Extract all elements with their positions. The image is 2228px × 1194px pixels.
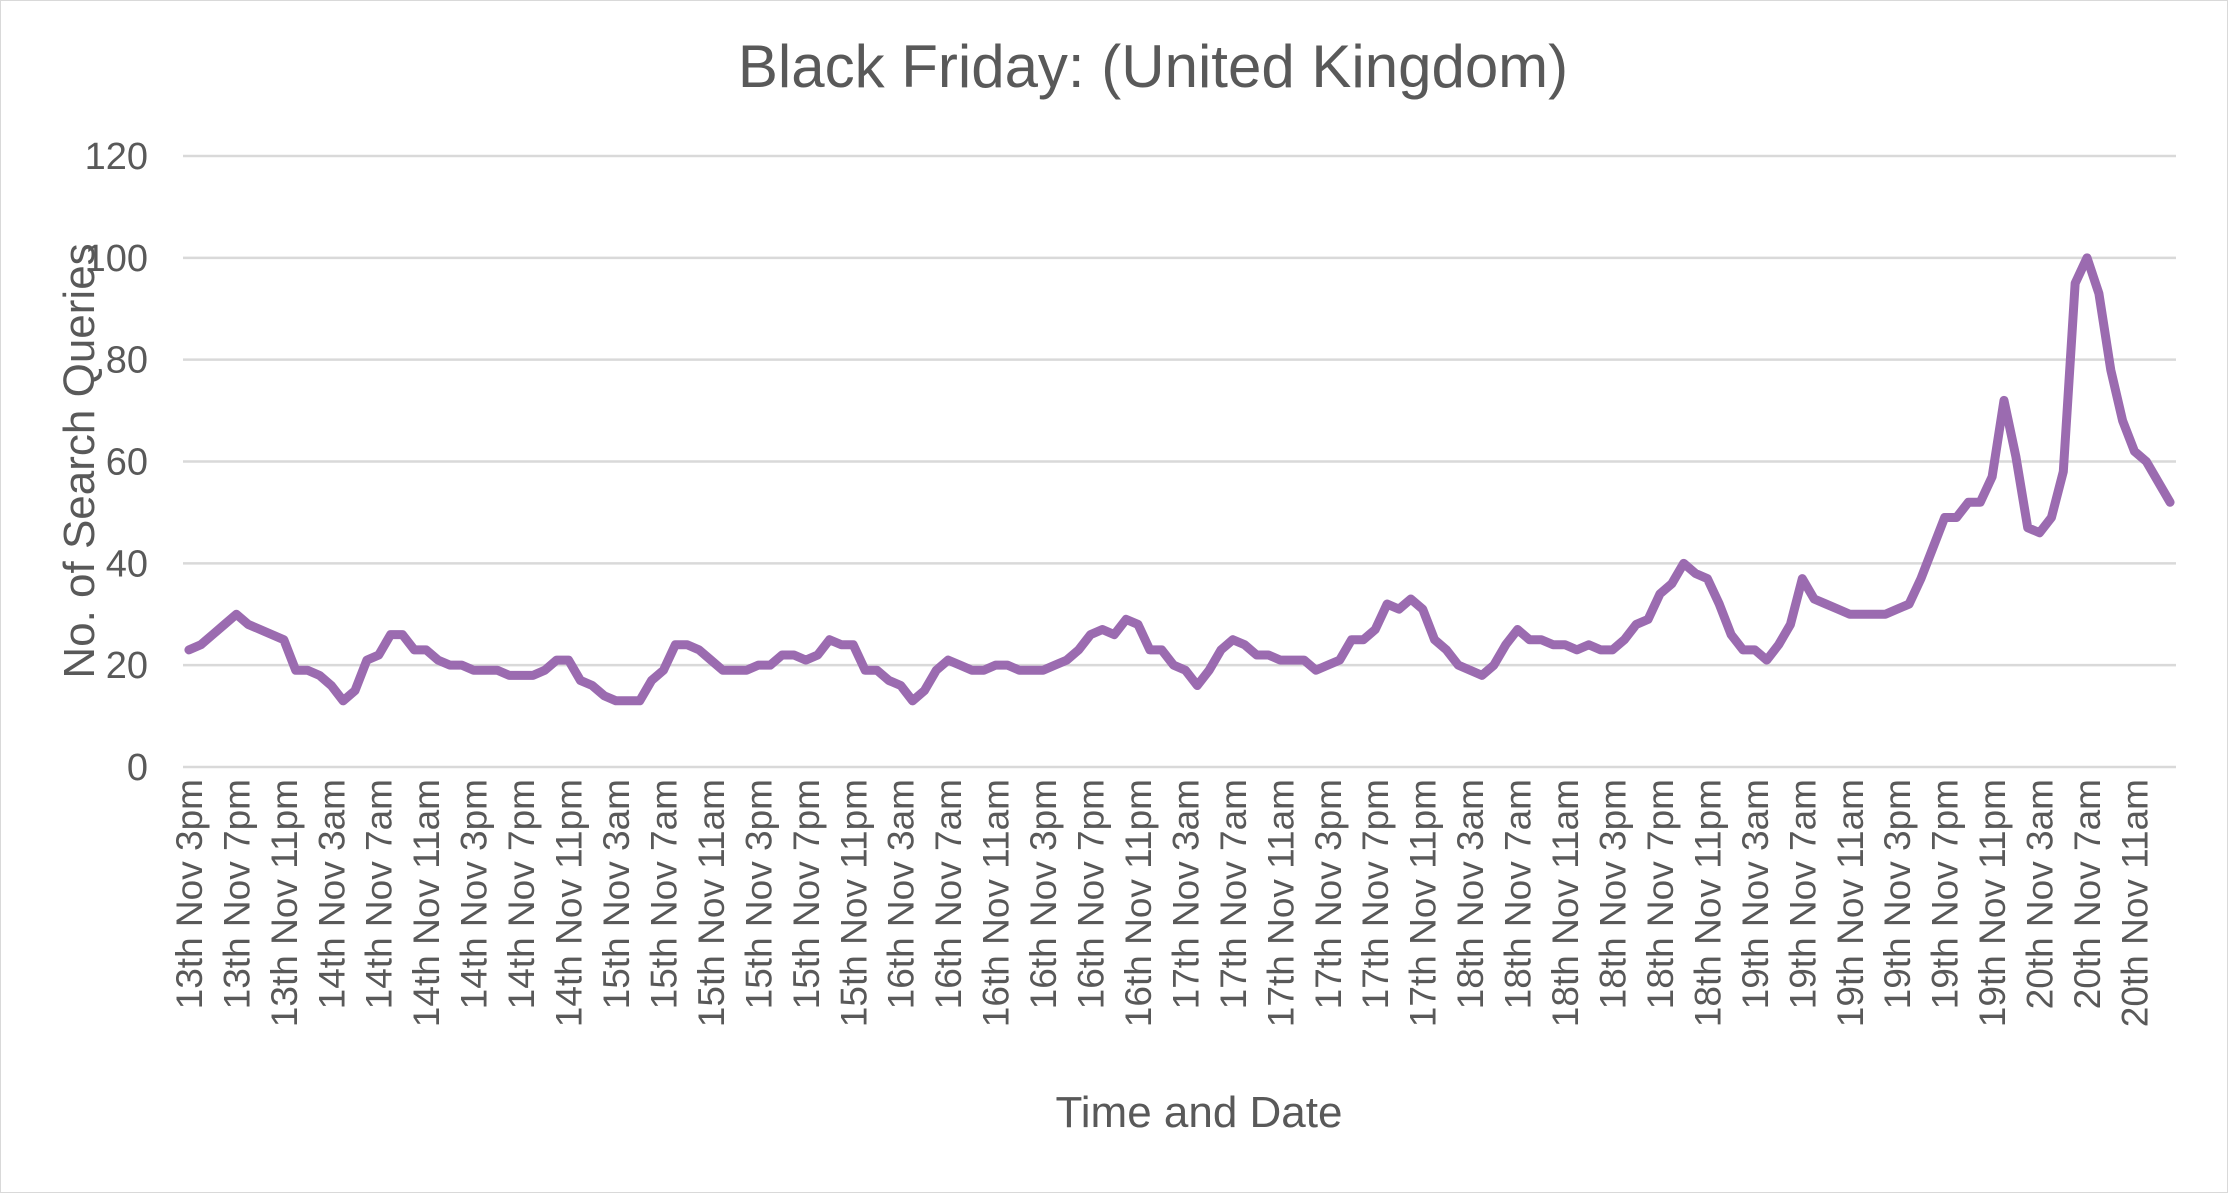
x-tick-label: 19th Nov 3pm: [1877, 779, 1918, 1009]
x-tick-label: 14th Nov 3pm: [454, 779, 495, 1009]
y-tick-label: 0: [127, 747, 148, 789]
x-tick-label: 14th Nov 7am: [359, 779, 400, 1009]
x-tick-label: 18th Nov 11pm: [1687, 779, 1728, 1027]
x-tick-label: 18th Nov 3pm: [1593, 779, 1634, 1009]
x-tick-label: 14th Nov 3am: [311, 779, 352, 1009]
x-tick-label: 17th Nov 11am: [1260, 779, 1301, 1027]
x-tick-label: 19th Nov 7pm: [1925, 779, 1966, 1009]
x-tick-label: 15th Nov 11am: [691, 779, 732, 1027]
x-tick-label: 13th Nov 11pm: [264, 779, 305, 1027]
x-tick-label: 19th Nov 11pm: [1972, 779, 2013, 1027]
x-tick-label: 20th Nov 3am: [2020, 779, 2061, 1009]
y-tick-label: 40: [106, 543, 148, 585]
gridlines: [183, 154, 2176, 769]
x-tick-label: 20th Nov 11am: [2115, 779, 2156, 1027]
x-tick-label: 20th Nov 7am: [2067, 779, 2108, 1009]
x-tick-label: 16th Nov 3pm: [1023, 779, 1064, 1009]
x-tick-label: 16th Nov 7am: [928, 779, 969, 1009]
y-tick-label: 60: [106, 442, 148, 484]
y-axis-title: No. of Search Queries: [55, 243, 104, 678]
x-tick-label: 15th Nov 3pm: [738, 779, 779, 1009]
y-tick-label: 100: [85, 238, 148, 280]
x-tick-label: 14th Nov 7pm: [501, 779, 542, 1009]
x-tick-label: 19th Nov 11am: [1830, 779, 1871, 1027]
x-tick-label: 13th Nov 3pm: [169, 779, 210, 1009]
series-line: [184, 253, 2175, 706]
y-tick-label: 80: [106, 340, 148, 382]
y-tick-label: 20: [106, 645, 148, 687]
x-tick-label: 13th Nov 7pm: [216, 779, 257, 1009]
x-tick-label: 16th Nov 7pm: [1071, 779, 1112, 1009]
x-tick-label: 14th Nov 11pm: [549, 779, 590, 1027]
x-tick-label: 17th Nov 3am: [1165, 779, 1206, 1009]
x-tick-label: 19th Nov 7am: [1782, 779, 1823, 1009]
x-tick-label: 16th Nov 11pm: [1118, 779, 1159, 1027]
x-tick-label: 16th Nov 3am: [881, 779, 922, 1009]
x-tick-label: 17th Nov 3pm: [1308, 779, 1349, 1009]
y-tick-label: 120: [85, 136, 148, 178]
x-tick-label: 15th Nov 11pm: [833, 779, 874, 1027]
x-tick-label: 18th Nov 11am: [1545, 779, 1586, 1027]
x-tick-label: 15th Nov 7pm: [786, 779, 827, 1009]
x-tick-label: 17th Nov 11pm: [1403, 779, 1444, 1027]
x-tick-label: 17th Nov 7am: [1213, 779, 1254, 1009]
chart-title: Black Friday: (United Kingdom): [738, 33, 1568, 100]
x-tick-label: 17th Nov 7pm: [1355, 779, 1396, 1009]
x-axis-ticks: 13th Nov 3pm 13th Nov 7pm 13th Nov 11pm 14t…: [169, 779, 2156, 1027]
x-tick-label: 18th Nov 7pm: [1640, 779, 1681, 1009]
y-axis-ticks: 0 20 40 60 80 100 120: [85, 136, 148, 789]
x-tick-label: 14th Nov 11am: [406, 779, 447, 1027]
x-axis-title: Time and Date: [1056, 1088, 1343, 1137]
x-tick-label: 18th Nov 3am: [1450, 779, 1491, 1009]
x-tick-label: 15th Nov 7am: [644, 779, 685, 1009]
x-tick-label: 15th Nov 3am: [596, 779, 637, 1009]
x-tick-label: 18th Nov 7am: [1498, 779, 1539, 1009]
x-tick-label: 16th Nov 11am: [976, 779, 1017, 1027]
x-tick-label: 19th Nov 3am: [1735, 779, 1776, 1009]
